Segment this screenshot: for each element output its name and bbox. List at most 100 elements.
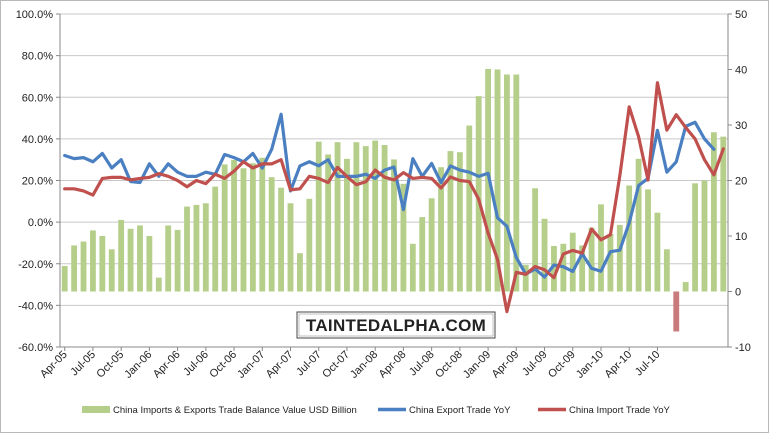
trade-balance-bar xyxy=(287,203,294,292)
right-axis-tick-label: 20 xyxy=(735,176,747,188)
trade-balance-bar xyxy=(400,183,407,292)
trade-balance-bar xyxy=(297,253,303,292)
trade-balance-bar xyxy=(61,265,68,292)
legend-label: China Import Trade YoY xyxy=(569,405,671,416)
trade-balance-bar xyxy=(231,159,237,292)
watermark-logo: TAINTEDALPHA.COM xyxy=(296,311,496,339)
trade-balance-bar xyxy=(626,185,633,292)
right-axis-tick-label: 40 xyxy=(735,65,747,77)
trade-balance-bar xyxy=(522,264,529,292)
right-axis-tick-label: -10 xyxy=(735,342,751,354)
trade-balance-bar xyxy=(579,245,586,292)
trade-balance-bar xyxy=(221,164,228,292)
right-axis-tick-label: 0 xyxy=(735,287,741,299)
watermark-inner-border xyxy=(298,313,494,337)
trade-balance-bar xyxy=(278,187,285,292)
trade-balance-bar xyxy=(720,136,727,292)
trade-balance-bar xyxy=(372,140,379,292)
trade-balance-bar xyxy=(532,188,539,292)
left-axis-tick-label: 20.0% xyxy=(22,176,53,188)
trade-balance-bar xyxy=(325,154,332,292)
bar-series xyxy=(61,68,727,332)
trade-balance-bar xyxy=(494,69,501,292)
trade-balance-bar xyxy=(654,212,661,292)
left-axis-tick-label: 80.0% xyxy=(22,51,53,63)
trade-balance-bar xyxy=(202,203,209,292)
trade-balance-bar xyxy=(692,183,698,292)
left-axis-tick-label: 60.0% xyxy=(22,92,53,104)
trade-balance-bar xyxy=(137,225,143,292)
export-yoy-line xyxy=(63,112,716,279)
import-yoy-line xyxy=(63,81,725,314)
trade-balance-bar xyxy=(165,225,172,292)
left-axis-tick-label: 40.0% xyxy=(22,134,53,146)
trade-balance-bar xyxy=(428,198,435,292)
trade-balance-bar xyxy=(90,230,96,292)
left-axis-tick-label: -60.0% xyxy=(18,342,53,354)
trade-balance-bar xyxy=(240,168,247,292)
legend-label: China Export Trade YoY xyxy=(409,405,511,416)
left-axis-tick-label: -20.0% xyxy=(18,259,53,271)
trade-balance-bar xyxy=(259,157,266,292)
trade-balance-bar xyxy=(456,152,463,292)
legend-label: China Imports & Exports Trade Balance Va… xyxy=(113,405,357,416)
right-axis-tick-label: 30 xyxy=(735,120,747,132)
left-axis-tick-label: 0.0% xyxy=(28,217,53,229)
legend-item-import-yoy: China Import Trade YoY xyxy=(538,405,671,416)
trade-balance-bar xyxy=(155,277,162,292)
trade-balance-bar xyxy=(663,249,670,292)
trade-balance-bar xyxy=(541,218,548,292)
trade-balance-bar xyxy=(344,158,350,292)
trade-balance-bar xyxy=(80,241,87,292)
trade-balance-bar xyxy=(315,141,322,292)
trade-balance-bar xyxy=(616,224,623,292)
legend-item-trade-balance: China Imports & Exports Trade Balance Va… xyxy=(82,405,357,416)
left-axis-tick-label: -40.0% xyxy=(18,300,53,312)
trade-balance-bar xyxy=(466,125,473,292)
trade-balance-bar xyxy=(212,186,219,292)
line-series xyxy=(63,81,725,314)
right-axis-tick-label: 10 xyxy=(735,231,747,243)
trade-balance-bar xyxy=(99,236,106,292)
right-axis-tick-label: 50 xyxy=(735,9,747,21)
trade-balance-bar xyxy=(249,163,256,292)
trade-balance-bar xyxy=(391,159,397,292)
trade-balance-bar xyxy=(334,142,341,292)
left-axis-tick-label: 100.0% xyxy=(16,9,54,21)
trade-balance-bar xyxy=(475,96,482,292)
trade-balance-bar xyxy=(419,217,426,292)
trade-balance-bar xyxy=(362,146,369,292)
trade-balance-bar xyxy=(710,132,717,292)
trade-balance-bar xyxy=(438,167,444,292)
trade-balance-bar xyxy=(127,228,134,292)
trade-balance-bar xyxy=(701,180,708,292)
trade-balance-bar xyxy=(184,206,190,292)
trade-balance-bar xyxy=(513,74,520,292)
trade-balance-bar xyxy=(682,282,689,292)
trade-balance-bar xyxy=(598,204,604,292)
trade-balance-bar xyxy=(353,142,360,292)
trade-balance-bar xyxy=(146,236,153,292)
trade-balance-bar xyxy=(381,144,388,292)
trade-balance-bar xyxy=(108,249,115,292)
trade-balance-bar xyxy=(409,243,416,292)
trade-balance-bar xyxy=(569,232,576,292)
trade-balance-bar xyxy=(645,189,651,292)
trade-balance-bar xyxy=(588,227,595,292)
trade-balance-bar xyxy=(118,219,125,292)
trade-balance-bar xyxy=(607,233,614,292)
trade-balance-bar xyxy=(306,198,313,292)
trade-balance-bar xyxy=(174,229,181,292)
watermark-box xyxy=(296,311,496,339)
legend: China Imports & Exports Trade Balance Va… xyxy=(82,405,671,416)
legend-swatch xyxy=(82,406,110,413)
trade-balance-bar xyxy=(268,177,275,292)
watermark-text: TAINTEDALPHA.COM xyxy=(306,316,486,335)
trade-balance-bar xyxy=(551,245,557,292)
trade-balance-bar xyxy=(503,74,510,292)
trade-balance-bar xyxy=(447,151,454,292)
trade-balance-bar xyxy=(673,291,680,332)
legend-item-export-yoy: China Export Trade YoY xyxy=(378,405,511,416)
